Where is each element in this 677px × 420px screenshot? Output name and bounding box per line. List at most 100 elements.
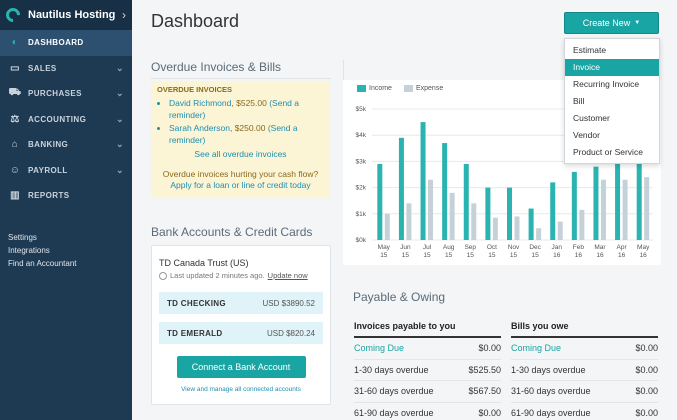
menu-item-product-or-service[interactable]: Product or Service [573, 147, 643, 157]
table-row[interactable]: 1-30 days overdue $525.50 [354, 360, 501, 381]
account-name: TD CHECKING [167, 298, 226, 308]
expense-bar[interactable] [579, 209, 585, 240]
income-bar[interactable] [463, 164, 469, 240]
menu-item-estimate[interactable]: Estimate [573, 45, 607, 55]
brand-name: Nautilus Hosting [28, 9, 116, 21]
expense-bar[interactable] [406, 203, 412, 240]
x-tick-label: Aug [443, 244, 455, 251]
brand-switcher[interactable]: Nautilus Hosting › [0, 0, 132, 30]
table-row[interactable]: Coming Due $0.00 [354, 338, 501, 360]
expense-bar[interactable] [557, 221, 563, 240]
income-bar[interactable] [615, 164, 621, 240]
income-bar[interactable] [528, 208, 534, 240]
account-name: TD EMERALD [167, 328, 223, 338]
table-row[interactable]: 1-30 days overdue $0.00 [511, 360, 658, 381]
income-bar[interactable] [485, 187, 491, 240]
people-icon: ☺ [9, 164, 21, 176]
income-bar[interactable] [442, 143, 448, 240]
sidebar-item-payroll[interactable]: ☺ PAYROLL ⌄ [0, 158, 132, 184]
divider [151, 78, 331, 79]
expense-bar[interactable] [622, 179, 628, 240]
sidebar-item-label: ACCOUNTING [28, 114, 87, 124]
sidebar-item-sales[interactable]: ▭ SALES ⌄ [0, 56, 132, 82]
cash-flow-note: Overdue invoices hurting your cash flow?… [157, 169, 324, 191]
create-new-button[interactable]: Create New ▼ [564, 12, 659, 34]
customer-link[interactable]: David Richmond [169, 98, 232, 108]
overdue-invoices-box: OVERDUE INVOICES David Richmond, $525.00… [151, 81, 330, 197]
menu-item-vendor[interactable]: Vendor [573, 130, 600, 140]
table-row[interactable]: 31-60 days overdue $567.50 [354, 381, 501, 403]
income-bar[interactable] [593, 166, 599, 240]
see-all-overdue-link[interactable]: See all overdue invoices [194, 149, 287, 159]
expense-bar[interactable] [536, 228, 542, 240]
x-tick-label: Feb [573, 244, 585, 251]
x-tick-label: Jul [423, 244, 432, 251]
send-reminder-link[interactable]: (Send a reminder) [169, 98, 299, 120]
income-bar[interactable] [398, 137, 404, 240]
scale-icon: ⚖ [10, 113, 20, 125]
income-bar[interactable] [507, 187, 512, 240]
x-tick-label: 15 [510, 252, 518, 259]
page-title: Dashboard [151, 11, 240, 31]
menu-item-customer[interactable]: Customer [573, 113, 610, 123]
sidebar-item-label: SALES [28, 63, 57, 73]
account-balance: USD $820.24 [266, 328, 315, 338]
expense-bar[interactable] [449, 192, 455, 240]
income-bar[interactable] [550, 182, 556, 240]
x-tick-label: 16 [553, 252, 561, 259]
menu-item-recurring-invoice[interactable]: Recurring Invoice [573, 79, 640, 89]
table-row[interactable]: 61-90 days overdue $0.00 [511, 403, 658, 420]
overdue-box-title: OVERDUE INVOICES [157, 85, 233, 94]
clock-icon [159, 271, 167, 280]
sidebar-item-dashboard[interactable]: ◐ DASHBOARD [0, 30, 132, 56]
menu-item-bill[interactable]: Bill [573, 96, 585, 106]
table-row[interactable]: Coming Due $0.00 [511, 338, 658, 360]
table-row[interactable]: 61-90 days overdue $0.00 [354, 403, 501, 420]
income-bar[interactable] [377, 164, 383, 240]
row-label: 61-90 days overdue [511, 407, 591, 418]
sidebar-item-reports[interactable]: ▥ REPORTS [0, 183, 132, 209]
sidebar-item-banking[interactable]: ⌂ BANKING ⌄ [0, 132, 132, 158]
manage-accounts-link[interactable]: View and manage all connected accounts [181, 386, 301, 393]
x-tick-label: 16 [575, 252, 583, 259]
connect-bank-button[interactable]: Connect a Bank Account [176, 356, 306, 378]
bank-account-row[interactable]: TD CHECKING USD $3890.52 [159, 292, 323, 314]
row-label: 31-60 days overdue [511, 386, 591, 397]
apply-loan-link[interactable]: Apply for a loan or line of credit today [170, 180, 311, 190]
customer-link[interactable]: Sarah Anderson [169, 123, 230, 133]
bank-account-row[interactable]: TD EMERALD USD $820.24 [159, 322, 323, 344]
caret-down-icon: ▼ [634, 20, 641, 26]
row-label: Coming Due [354, 343, 405, 354]
sidebar-item-purchases[interactable]: ⛟ PURCHASES ⌄ [0, 81, 132, 107]
expense-bar[interactable] [471, 203, 477, 240]
send-reminder-link[interactable]: (Send a reminder) [169, 123, 298, 145]
table-row[interactable]: 31-60 days overdue $0.00 [511, 381, 658, 403]
overdue-item: Sarah Anderson, $250.00 (Send a reminder… [169, 122, 324, 146]
income-bar[interactable] [571, 171, 577, 240]
menu-item-invoice[interactable]: Invoice [565, 59, 659, 76]
sidebar-item-accounting[interactable]: ⚖ ACCOUNTING ⌄ [0, 107, 132, 133]
expense-bar[interactable] [600, 179, 606, 240]
x-tick-label: 15 [402, 252, 410, 259]
bank-updated: Last updated 2 minutes ago. Update now [159, 271, 323, 280]
integrations-link[interactable]: Integrations [8, 246, 50, 255]
income-bar[interactable] [420, 122, 426, 240]
legend-swatch [357, 85, 366, 92]
row-label: Coming Due [511, 343, 562, 354]
income-bar[interactable] [636, 153, 642, 240]
find-accountant-link[interactable]: Find an Accountant [8, 259, 77, 268]
expense-bar[interactable] [644, 177, 650, 240]
expense-bar[interactable] [492, 217, 498, 240]
settings-link[interactable]: Settings [8, 233, 37, 242]
expense-bar[interactable] [514, 216, 520, 240]
expense-bar[interactable] [428, 179, 434, 240]
create-new-label: Create New [582, 18, 631, 28]
nautilus-logo-icon [3, 5, 23, 25]
y-tick-label: $1k [356, 211, 367, 218]
sidebar-item-label: DASHBOARD [28, 38, 84, 48]
sales-icon: ▭ [10, 62, 20, 74]
row-value: $0.00 [635, 343, 658, 354]
update-now-link[interactable]: Update now [267, 271, 308, 280]
expense-bar[interactable] [384, 213, 390, 240]
sidebar-links: Settings Integrations Find an Accountant [8, 231, 77, 270]
